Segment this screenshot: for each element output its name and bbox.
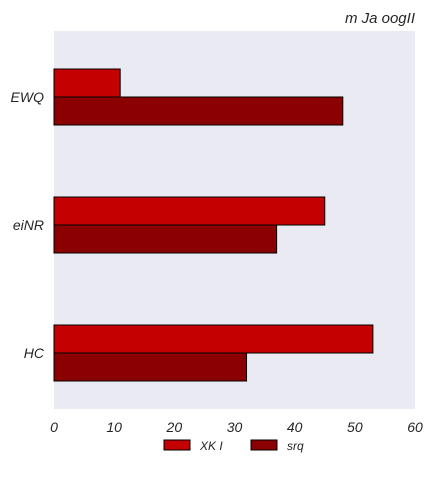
x-tick-label: 40 (287, 419, 303, 435)
bar-HC-series-1 (53, 324, 374, 354)
x-tick-label: 30 (227, 419, 243, 435)
y-tick-label: eiNR (13, 217, 44, 233)
legend-label: XK I (199, 439, 223, 453)
x-axis-ticks: 0 10 20 30 40 50 60 (50, 419, 423, 435)
legend: XK I srq (163, 439, 304, 453)
bar-EWQ-series-2 (53, 96, 344, 126)
bar-eiNR-series-2 (53, 224, 278, 254)
y-tick-label: EWQ (11, 89, 45, 105)
bar-EWQ-series-1 (53, 68, 121, 98)
legend-label: srq (287, 439, 304, 453)
bars-layer (53, 68, 374, 382)
x-tick-label: 50 (347, 419, 363, 435)
bar-eiNR-series-1 (53, 196, 326, 226)
x-tick-label: 20 (166, 419, 183, 435)
x-tick-label: 60 (407, 419, 423, 435)
legend-swatch (163, 439, 191, 451)
x-tick-label: 10 (106, 419, 122, 435)
chart-title: m Ja oogII (345, 10, 415, 27)
x-tick-label: 0 (50, 419, 58, 435)
y-tick-label: HC (24, 345, 45, 361)
legend-swatch (250, 439, 278, 451)
y-axis-ticks: EWQ eiNR HC (11, 89, 45, 361)
bar-HC-series-2 (53, 352, 248, 382)
